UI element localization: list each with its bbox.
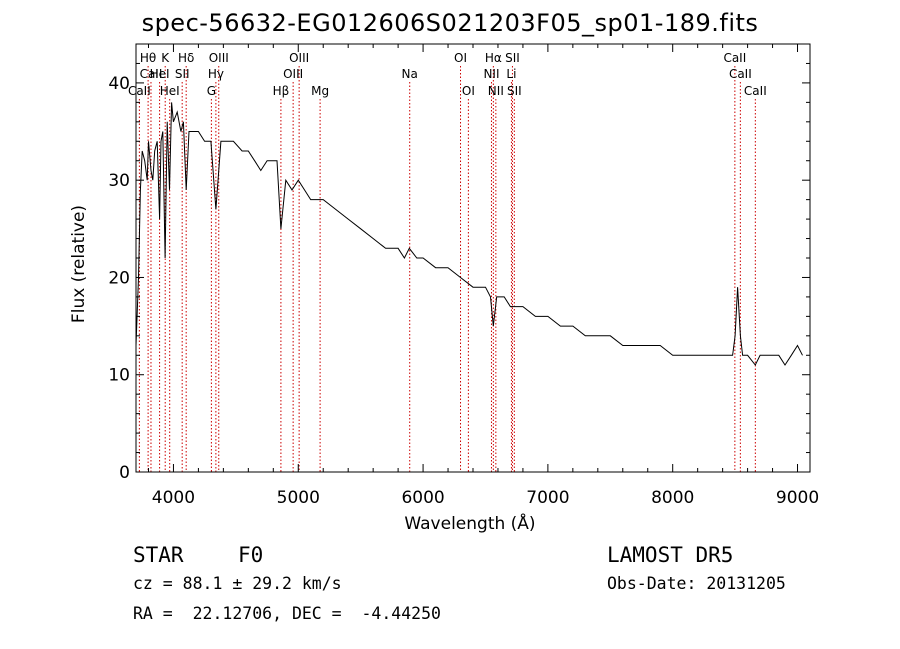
line-label: OI (462, 84, 475, 98)
line-label: CaII (729, 67, 752, 81)
line-label: CaII (723, 51, 746, 65)
x-tick-label: 9000 (776, 488, 819, 508)
line-label: HeI (150, 67, 170, 81)
line-label: CaII (128, 84, 151, 98)
y-axis-label: Flux (relative) (69, 205, 89, 323)
redshift-velocity: cz = 88.1 ± 29.2 km/s (133, 574, 342, 593)
line-label: CaII (140, 67, 163, 81)
line-label: K (161, 51, 170, 65)
line-label: Na (402, 67, 418, 81)
line-labels: CaII Hθ CaII K HeI HeI SII Hδ OIII Hγ G Hβ OIII OIII M… (128, 51, 767, 98)
line-label: NII (488, 84, 504, 98)
x-tick-label: 8000 (651, 488, 694, 508)
survey-name: LAMOST DR5 (607, 543, 734, 567)
line-label: CaII (744, 84, 767, 98)
y-tick-label: 40 (108, 74, 130, 94)
line-label: HeI (160, 84, 180, 98)
y-tick-label: 0 (119, 463, 130, 483)
line-label: SII (175, 67, 190, 81)
plot-frame (135, 43, 811, 473)
line-label: OIII (283, 67, 303, 81)
axis-ticks: 4000 5000 6000 7000 8000 9000 0 10 20 30 40 (108, 44, 819, 508)
object-class: STAR (133, 543, 184, 567)
spectrum-line (135, 102, 803, 366)
line-label: Li (506, 67, 516, 81)
line-label: Hγ (208, 67, 224, 81)
line-label: SII (505, 51, 520, 65)
x-tick-label: 6000 (401, 488, 444, 508)
y-tick-label: 10 (108, 366, 130, 386)
x-tick-label: 5000 (277, 488, 320, 508)
line-label: NII (483, 67, 499, 81)
line-marker-layer (138, 66, 756, 472)
line-label: SII (507, 84, 522, 98)
line-label: OI (454, 51, 467, 65)
y-tick-label: 30 (108, 171, 130, 191)
line-label: Hθ (140, 51, 156, 65)
line-label: G (207, 84, 216, 98)
line-label: Hβ (273, 84, 290, 98)
x-tick-label: 7000 (526, 488, 569, 508)
line-label: OIII (209, 51, 229, 65)
x-axis-label: Wavelength (Å) (404, 512, 535, 534)
y-tick-label: 20 (108, 268, 130, 288)
ra-dec-coordinates: RA = 22.12706, DEC = -4.44250 (133, 604, 441, 623)
line-label: Mg (311, 84, 329, 98)
x-tick-label: 4000 (152, 488, 195, 508)
observation-date: Obs-Date: 20131205 (607, 574, 786, 593)
line-label: Hα (485, 51, 502, 65)
line-label: Hδ (178, 51, 194, 65)
object-subclass: F0 (238, 543, 264, 567)
chart-title: spec-56632-EG012606S021203F05_sp01-189.f… (141, 9, 759, 37)
line-label: OIII (289, 51, 309, 65)
